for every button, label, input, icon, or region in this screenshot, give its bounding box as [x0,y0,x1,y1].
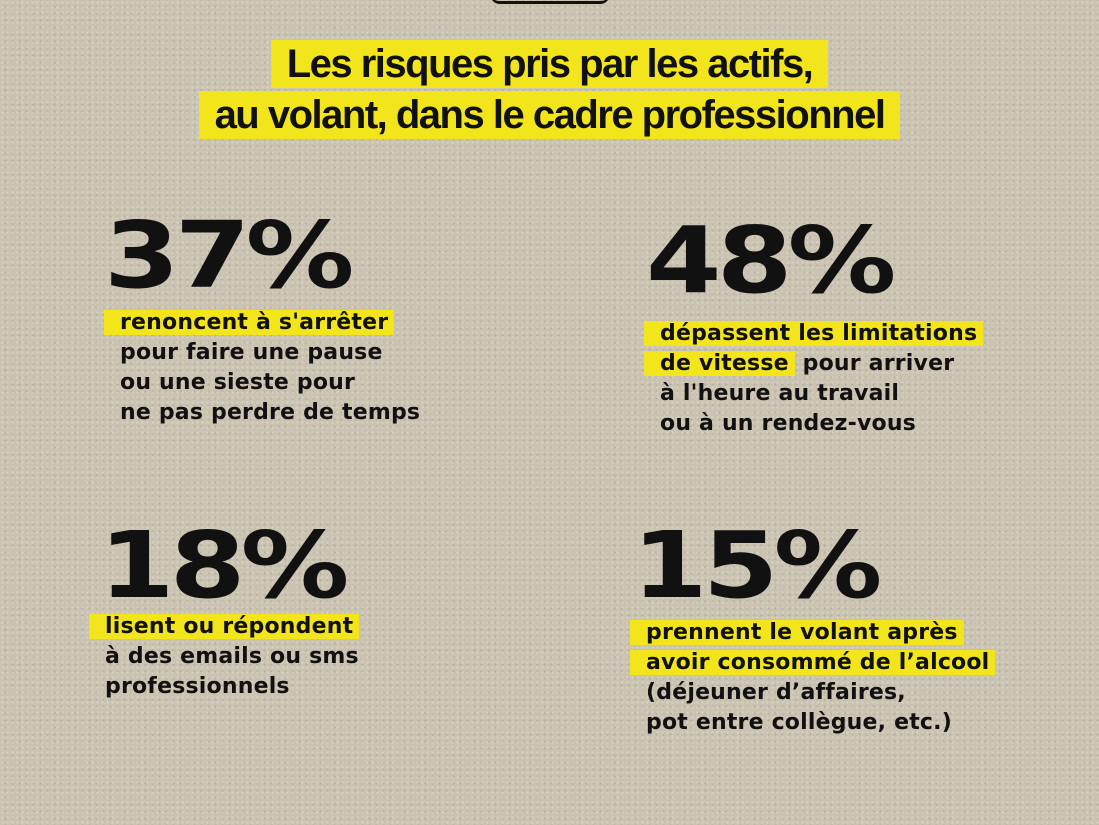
stat-description: renoncent à s'arrêter pour faire une pau… [104,308,421,428]
stat-description: lisent ou répondent à des emails ou sms … [89,612,360,702]
stat-text-line: (déjeuner d’affaires, [646,680,906,705]
stat-highlight: dépassent les limitations [644,321,984,346]
stat-text-line: ou une sieste pour [120,370,356,395]
stat-card-48: 48% dépassent les limitations de vitesse… [644,215,984,439]
stat-description: prennent le volant après avoir consommé … [630,618,996,738]
stat-text-line: pour faire une pause [120,340,383,365]
stat-text-line: ne pas perdre de temps [120,400,421,425]
stat-description: dépassent les limitations de vitesse pou… [644,319,984,439]
stat-value: 37% [104,202,354,309]
stat-highlight: avoir consommé de l’alcool [630,650,996,675]
page-title: Les risques pris par les actifs, au vola… [0,40,1099,139]
stat-value: 18% [99,512,349,619]
stat-highlight: lisent ou répondent [89,614,360,639]
stat-highlight: prennent le volant après [630,620,964,645]
top-decoration [490,0,610,4]
stat-text-line: pot entre collègue, etc.) [646,710,952,735]
title-line-1: Les risques pris par les actifs, [270,40,829,88]
stat-text-line: à l'heure au travail [660,381,900,406]
stat-text: pour arriver [794,351,955,376]
stat-text-line: à des emails ou sms [105,644,359,669]
stat-text-line: ou à un rendez-vous [660,411,916,436]
stat-value: 48% [646,207,896,314]
stat-text-line: professionnels [105,674,290,699]
stat-highlight: renoncent à s'arrêter [104,310,395,335]
stat-card-37: 37% renoncent à s'arrêter pour faire une… [104,210,420,428]
stat-highlight: de vitesse [644,351,795,376]
stat-card-18: 18% lisent ou répondent à des emails ou … [89,520,360,702]
title-line-2: au volant, dans le cadre professionnel [198,91,901,139]
stat-card-15: 15% prennent le volant après avoir conso… [630,520,996,738]
stat-value: 15% [632,512,882,619]
